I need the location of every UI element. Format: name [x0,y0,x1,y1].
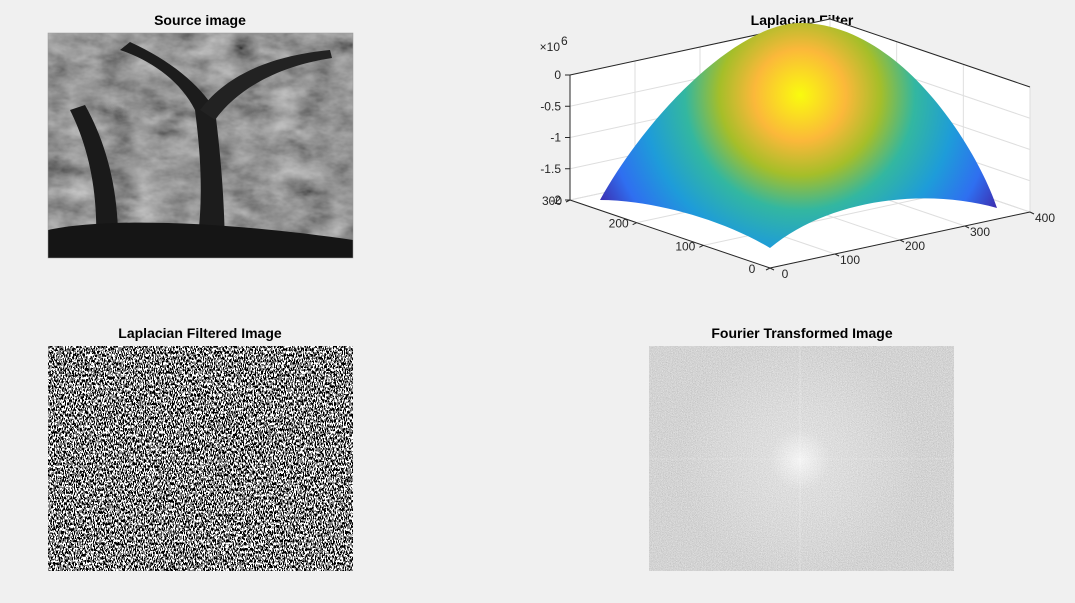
tick-mark [699,244,704,248]
x-tick-label: 100 [840,253,860,267]
surface [600,23,997,248]
tick-mark [765,267,771,271]
grid-line [703,188,964,246]
x-tick-label: 200 [905,239,925,253]
axis-line [569,199,771,269]
panel-title: Fourier Transformed Image [711,325,892,341]
z-tick-label: -1 [550,131,561,145]
z-multiplier: ×10 [540,40,561,54]
y-tick-label: 300 [542,194,562,208]
z-tick-label: -1.5 [540,162,561,176]
filtered-image [48,346,353,571]
tick-mark [964,225,970,229]
y-tick-label: 200 [609,217,629,231]
panel-title: Source image [154,12,246,28]
z-tick-label: 0 [554,68,561,82]
x-tick-label: 300 [970,225,990,239]
x-tick-label: 0 [782,267,789,281]
y-tick-label: 0 [749,262,756,276]
z-tick-label: -2 [550,193,561,207]
x-tick-label: 400 [1035,211,1055,225]
tick-mark [899,239,905,243]
tick-mark [834,253,840,257]
tick-mark [632,222,637,226]
box-edge [829,18,1031,88]
tick-mark [1029,211,1035,215]
fourier-image [649,346,954,571]
y-tick-label: 100 [675,239,695,253]
z-tick-label: -0.5 [540,99,561,113]
z-multiplier-exponent: 6 [561,34,568,48]
tick-mark [769,267,775,271]
source-image [47,32,354,259]
panel-title: Laplacian Filtered Image [118,325,282,341]
